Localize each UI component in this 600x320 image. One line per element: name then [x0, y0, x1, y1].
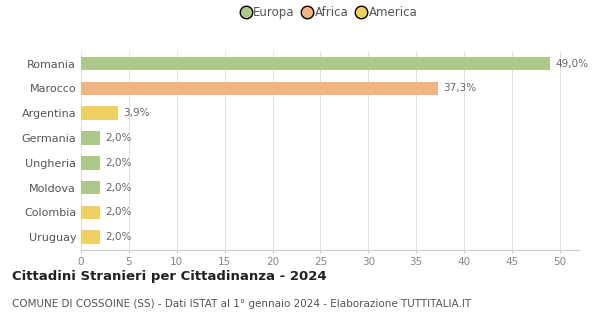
Text: 2,0%: 2,0% — [105, 232, 131, 242]
Bar — [81, 181, 100, 195]
Bar — [81, 131, 100, 145]
Bar — [81, 205, 100, 219]
Text: 37,3%: 37,3% — [443, 84, 476, 93]
Text: 2,0%: 2,0% — [105, 133, 131, 143]
Text: 2,0%: 2,0% — [105, 207, 131, 217]
Bar — [81, 230, 100, 244]
Text: 49,0%: 49,0% — [555, 59, 588, 68]
Bar — [81, 82, 438, 95]
Bar — [81, 57, 550, 70]
Text: 2,0%: 2,0% — [105, 183, 131, 193]
Text: 2,0%: 2,0% — [105, 158, 131, 168]
Text: COMUNE DI COSSOINE (SS) - Dati ISTAT al 1° gennaio 2024 - Elaborazione TUTTITALI: COMUNE DI COSSOINE (SS) - Dati ISTAT al … — [12, 299, 471, 309]
Legend: Europa, Africa, America: Europa, Africa, America — [238, 2, 422, 24]
Bar — [81, 156, 100, 170]
Bar — [81, 106, 118, 120]
Text: Cittadini Stranieri per Cittadinanza - 2024: Cittadini Stranieri per Cittadinanza - 2… — [12, 270, 326, 284]
Text: 3,9%: 3,9% — [123, 108, 149, 118]
